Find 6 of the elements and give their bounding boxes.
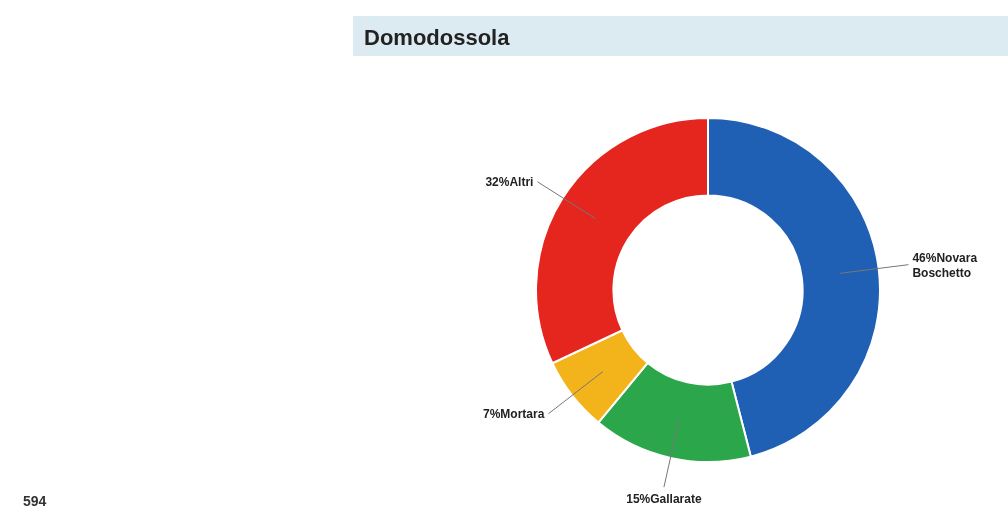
slice-label: 7%Mortara (483, 406, 545, 421)
slice-label: 15%Gallarate (626, 492, 702, 507)
slice-label: 32%Altri (485, 174, 534, 189)
text: 594 (23, 493, 47, 509)
slice-label: 46%Novara Boschetto (912, 250, 978, 280)
chart-title: Domodossola (364, 25, 511, 50)
